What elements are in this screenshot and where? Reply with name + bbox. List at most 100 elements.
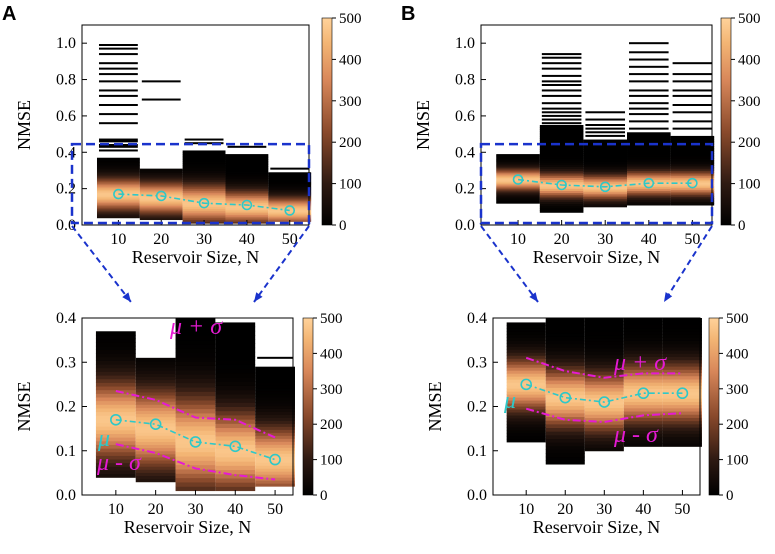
outlier-bar [541, 84, 582, 86]
heat-cell [175, 356, 216, 362]
heat-cell [268, 178, 312, 181]
heat-cell [662, 372, 702, 377]
heat-cell [627, 134, 671, 137]
heat-cell [627, 148, 671, 151]
heat-cell [539, 153, 584, 157]
mu-minus-sigma-label: μ - σ [613, 422, 659, 448]
heat-cell [215, 406, 256, 412]
heat-cell [662, 404, 702, 409]
heat-cell [539, 177, 584, 181]
heat-cell [135, 438, 176, 442]
lower-sigma-line [115, 443, 276, 481]
heat-cell [623, 391, 663, 396]
heat-cell [662, 343, 702, 348]
heat-cell [545, 339, 585, 345]
heat-cell [662, 334, 702, 338]
outlier-bar [629, 51, 669, 54]
heat-cell [95, 349, 136, 354]
heat-cell [584, 434, 624, 438]
heat-cell [583, 201, 628, 204]
x-tick-label: 40 [227, 501, 243, 518]
heat-cell [662, 321, 702, 325]
heat-cell [135, 453, 176, 458]
outlier-bar [541, 94, 582, 97]
heat-cell [96, 202, 140, 205]
colorbar-tick-label: 200 [320, 417, 343, 433]
heat-cell [135, 475, 176, 480]
heat-cell [255, 456, 295, 460]
heat-cell [182, 170, 226, 173]
mu-plus-sigma-label: μ + σ [169, 314, 223, 340]
heat-cell [545, 449, 585, 454]
outlier-bar [98, 44, 138, 46]
outlier-bar [541, 111, 582, 114]
heat-cell [670, 182, 715, 185]
mean-point [599, 181, 611, 193]
mu-label: μ [503, 388, 516, 414]
heat-cell [225, 154, 269, 157]
heat-cell [135, 376, 176, 381]
heat-cell [135, 419, 176, 424]
heat-cell [96, 162, 140, 165]
mean-point [687, 177, 698, 189]
heat-cell [506, 409, 546, 413]
y-tick-label: 0.1 [56, 443, 76, 460]
heat-cell [215, 339, 256, 344]
heat-cell [506, 426, 546, 431]
heat-cell [255, 447, 295, 451]
heat-cell [670, 175, 715, 178]
heat-cell [583, 158, 628, 161]
heat-cell [583, 141, 628, 144]
heat-cell [95, 451, 136, 456]
heat-cell [268, 206, 312, 209]
heat-cell [506, 376, 546, 380]
heat-cell [96, 208, 140, 211]
heat-cell [496, 198, 540, 200]
heat-cell [95, 415, 136, 420]
heat-cell [545, 412, 585, 418]
heat-cell [496, 159, 540, 161]
x-tick-label: 20 [148, 501, 164, 518]
heat-cell [496, 171, 540, 173]
heat-cell [662, 439, 702, 444]
heat-cell [496, 193, 540, 196]
heat-cell [215, 435, 256, 441]
heat-cell [182, 192, 226, 195]
heat-cell [583, 154, 628, 157]
heat-cell [623, 362, 663, 367]
heat-cell [215, 469, 256, 475]
colorbar-tick-label: 500 [726, 311, 749, 327]
heat-cell [506, 412, 546, 416]
heat-cell [215, 456, 256, 462]
heat-cell [225, 192, 269, 195]
x-tick-label: 10 [108, 501, 124, 518]
heat-cell [215, 364, 256, 370]
heat-cell [135, 456, 176, 461]
plot-frame [480, 24, 713, 226]
heat-cell [627, 192, 671, 195]
heat-cell [268, 199, 312, 201]
heat-cell [627, 172, 671, 175]
outlier-bar [98, 122, 138, 125]
heat-cell [506, 391, 546, 395]
outlier-bar [541, 118, 582, 121]
heat-cell [627, 132, 671, 135]
heat-cell [255, 459, 295, 463]
heat-cell [662, 324, 702, 329]
x-tick-label: 30 [196, 231, 212, 248]
heat-cell [139, 171, 183, 173]
heat-cell [584, 404, 624, 409]
outlier-bar [629, 58, 669, 61]
heat-cell [215, 444, 256, 450]
heat-cell [225, 155, 269, 159]
y-tick-label: 0.4 [56, 310, 76, 327]
heat-cell [95, 459, 136, 464]
heat-cell [584, 397, 624, 402]
heat-cell [139, 217, 183, 219]
heat-cell [545, 409, 585, 414]
heat-cell [96, 180, 140, 183]
heat-cell [627, 201, 671, 204]
heat-cell [139, 204, 183, 207]
heat-cell [627, 152, 671, 155]
heat-cell [95, 334, 136, 340]
